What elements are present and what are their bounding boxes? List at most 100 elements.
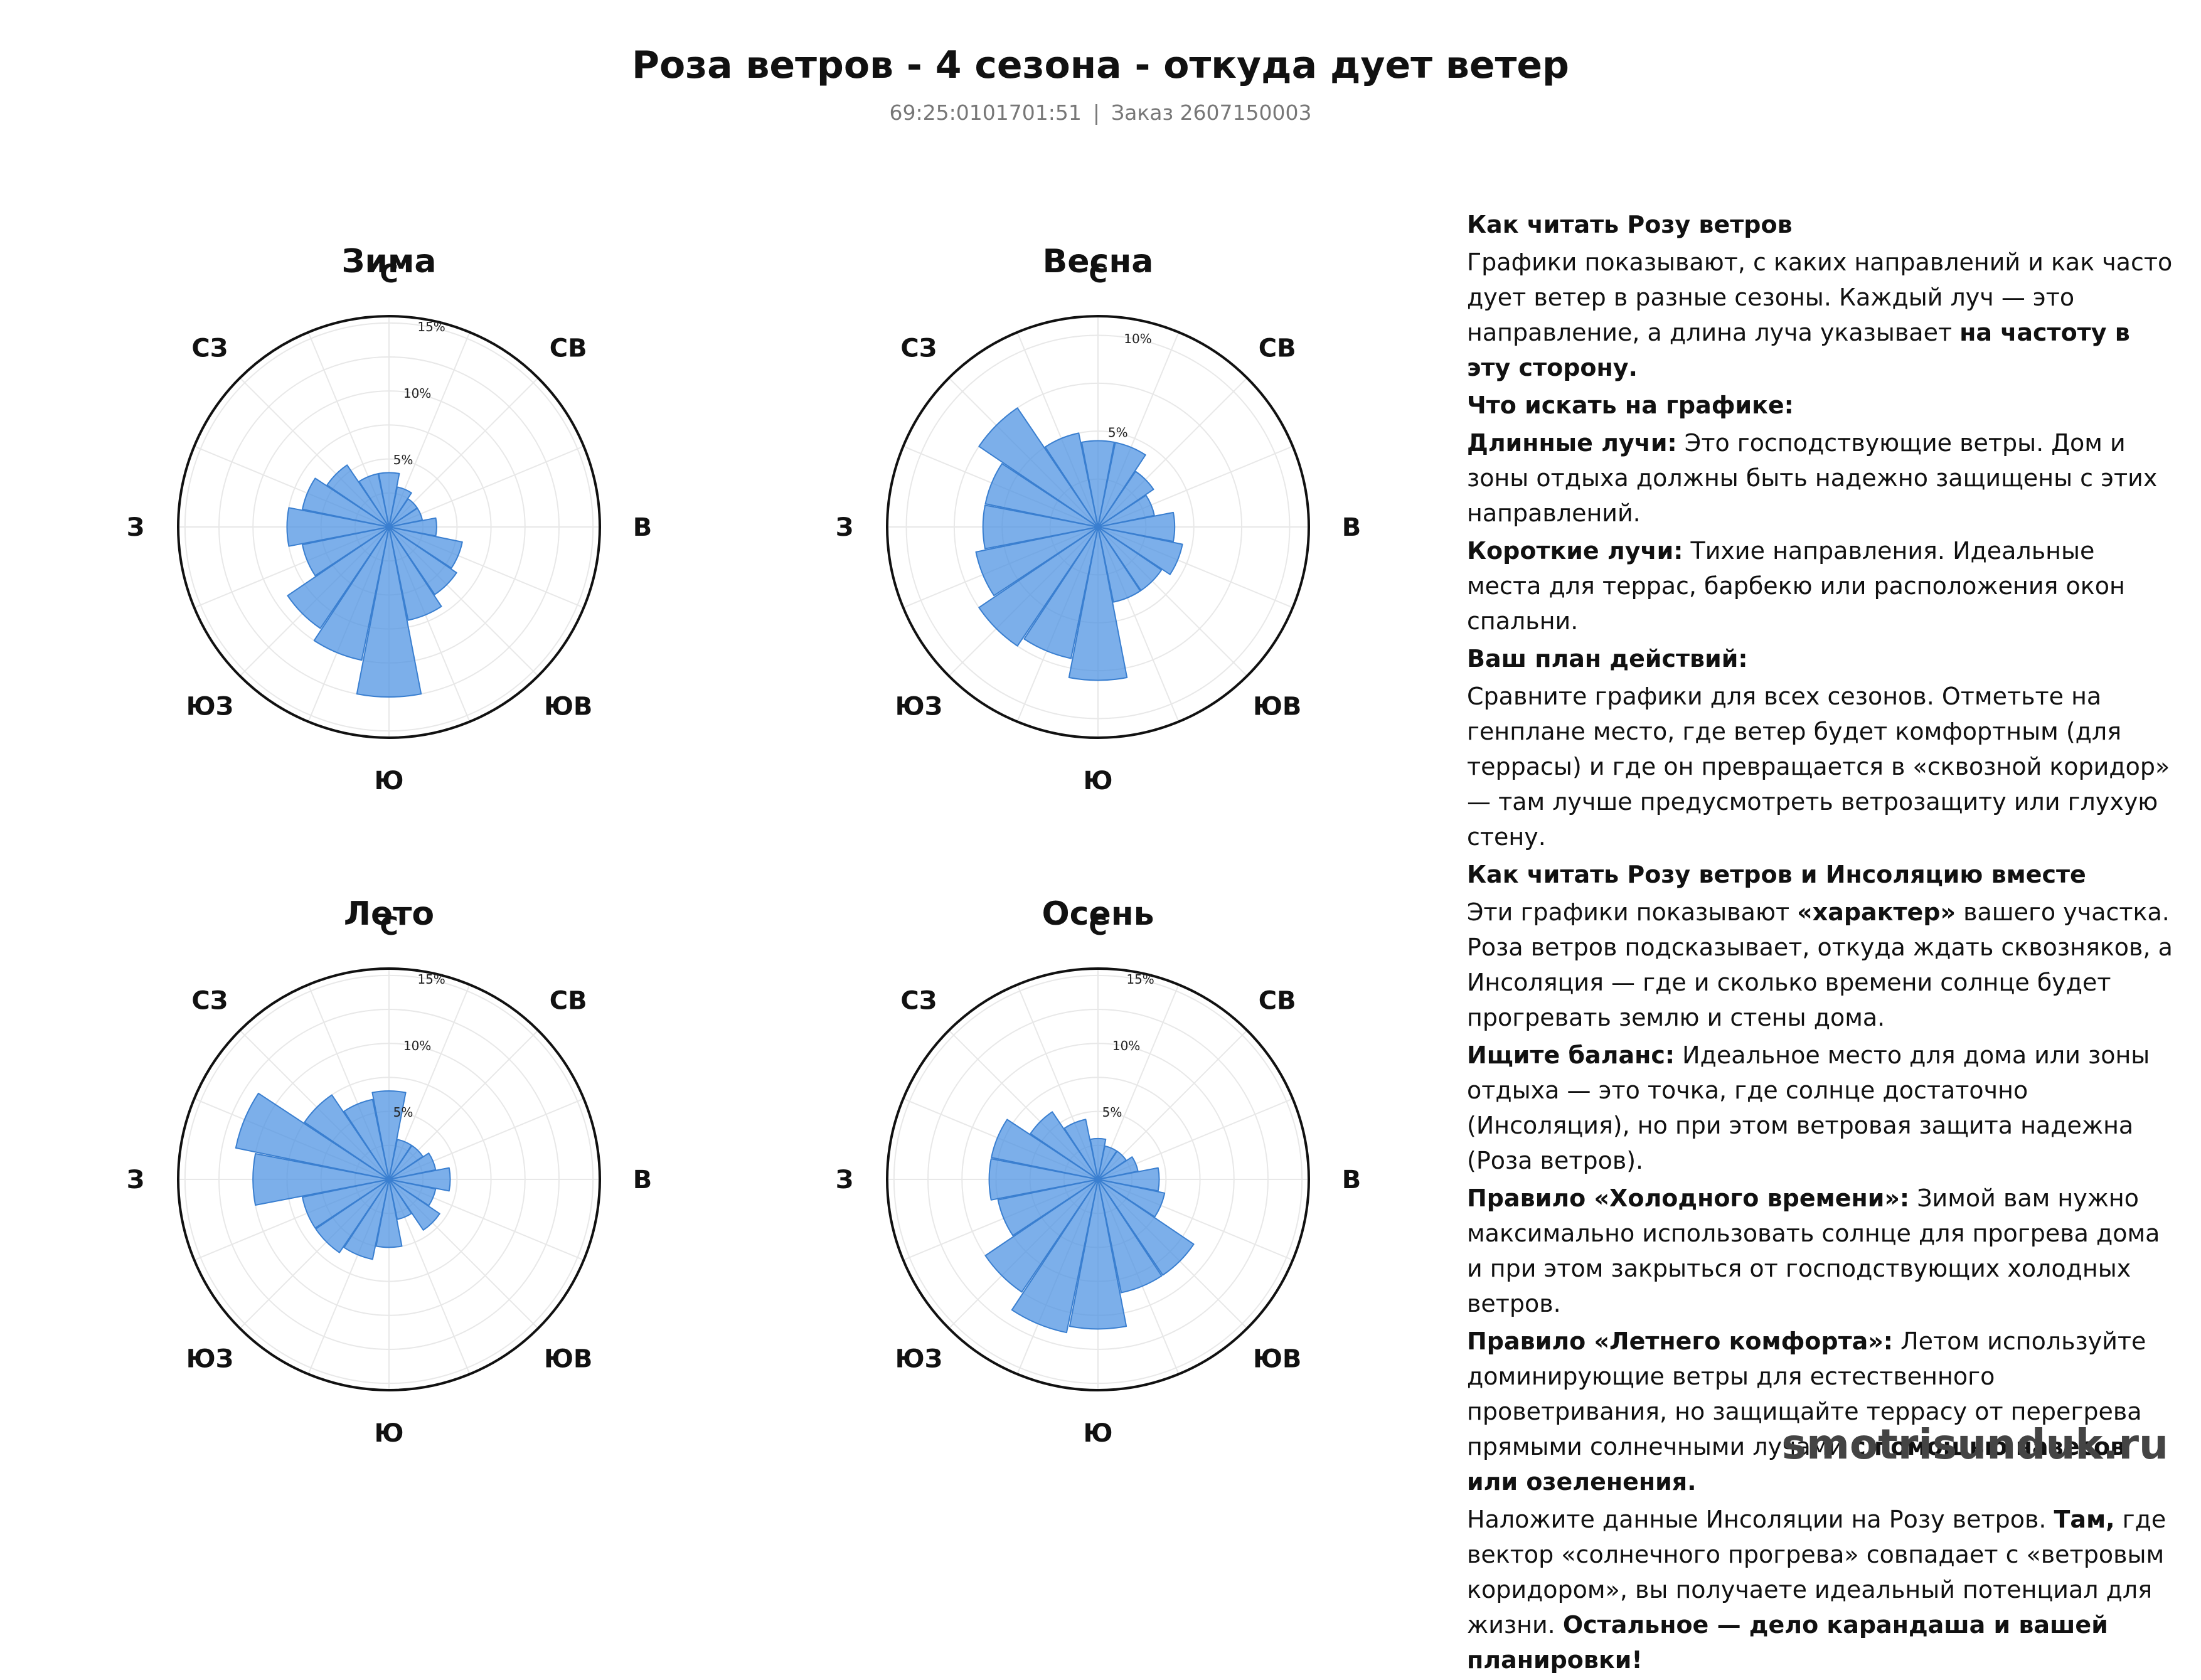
wind-rose-autumn: Осень 5% 10% 15% С СВ В ЮВ Ю ЮЗ З СЗ	[836, 895, 1361, 1448]
petal-З	[982, 504, 1099, 550]
direction-label: С	[1089, 912, 1107, 941]
petal-ЮЮВ	[1097, 1179, 1163, 1294]
petal-Ю	[1069, 1179, 1127, 1330]
legend-paragraph-compare: Сравните графики для всех сезонов. Отмет…	[1467, 683, 2170, 851]
petal-ЮЮВ	[1097, 526, 1141, 603]
petal-ЮВ	[388, 1179, 440, 1231]
legend-bold-text: Короткие лучи:	[1467, 537, 1683, 565]
petal-СЗ	[1030, 1111, 1099, 1180]
legend-text: Летом используйте доминирующие ветры для…	[1467, 1327, 2146, 1460]
petal-Ю	[375, 1179, 403, 1248]
direction-label: Ю	[375, 767, 404, 795]
direction-label: ЮЗ	[186, 693, 233, 721]
petal-ЮЗ	[315, 1179, 390, 1253]
radial-tick-label: 15%	[1126, 972, 1154, 987]
petal-В	[1097, 1167, 1160, 1192]
petal-С	[378, 472, 400, 528]
cadastral-number: 69:25:0101701:51	[889, 100, 1082, 125]
direction-label: СВ	[550, 986, 587, 1015]
radial-tick-label: 5%	[1102, 1105, 1122, 1120]
petal-ССЗ	[1044, 432, 1099, 528]
legend-bold-text: Остальное — дело карандаша и вашей плани…	[1467, 1611, 2108, 1674]
radial-tick-label: 5%	[1108, 425, 1128, 440]
legend-text: Зимой вам нужно максимально использовать…	[1467, 1184, 2160, 1317]
wind-roses-panel: Зима5%10%15%ССВВЮВЮЮЗЗСЗВесна5%10%ССВВЮВ…	[127, 243, 1362, 1448]
legend-paragraph-long-rays: Длинные лучи: Это господствующие ветры. …	[1467, 425, 2176, 531]
legend-bold-text: «характер»	[1797, 898, 1956, 926]
direction-label: СВ	[550, 334, 587, 363]
radial-tick-label: 10%	[403, 386, 431, 401]
direction-label: В	[1342, 1166, 1362, 1194]
direction-label: З	[836, 1166, 853, 1194]
page-subtitle: 69:25:0101701:51 | Заказ 2607150003	[0, 99, 2201, 127]
petal-ЮВ	[1097, 1179, 1195, 1276]
legend-bold-text: Длинные лучи:	[1467, 429, 1677, 457]
legend-text: Графики показывают, с каких направлений …	[1467, 248, 2173, 346]
petal-Ю	[356, 526, 422, 698]
legend-text: вашего участка. Роза ветров подсказывает…	[1467, 898, 2173, 1031]
radial-tick-label: 10%	[1124, 331, 1151, 346]
direction-label: С	[380, 912, 398, 941]
petal-ЗСЗ	[302, 477, 390, 528]
petal-ЮЗ	[287, 526, 390, 629]
petal-ЗЮЗ	[975, 526, 1099, 597]
petal-З	[286, 507, 390, 547]
petal-ЮЗ	[984, 1179, 1099, 1293]
petal-ССЗ	[1063, 1119, 1099, 1180]
petal-СВ	[1097, 471, 1154, 528]
grid-spoke	[1097, 1029, 1248, 1180]
petal-З	[252, 1153, 390, 1206]
petal-Ю	[1068, 526, 1128, 681]
legend-bold-text: Ищите баланс:	[1467, 1041, 1675, 1069]
legend-bold-text: с помощью навесов или озеленения.	[1467, 1433, 2126, 1496]
subtitle-separator: |	[1092, 100, 1100, 125]
direction-label: СВ	[1259, 334, 1296, 363]
legend-paragraph-short-rays: Короткие лучи: Тихие направления. Идеаль…	[1467, 533, 2176, 639]
legend-bold-text: Правило «Летнего комфорта»:	[1467, 1327, 1893, 1355]
legend-paragraph-cold-rule: Правило «Холодного времени»: Зимой вам н…	[1467, 1181, 2176, 1321]
wind-rose-summer: Лето 5% 10% 15% С СВ В ЮВ Ю ЮЗ З СЗ	[127, 895, 652, 1448]
direction-label: ЮЗ	[186, 1345, 233, 1374]
direction-label: СЗ	[191, 986, 228, 1015]
order-number: Заказ 2607150003	[1111, 100, 1312, 125]
direction-label: СЗ	[191, 334, 228, 363]
legend-bold-text: Правило «Холодного времени»:	[1467, 1184, 1910, 1212]
petal-ЮЮЗ	[1023, 526, 1099, 659]
petal-ЮЮЗ	[313, 526, 390, 661]
outer-ring	[886, 967, 1310, 1391]
radial-tick-label: 15%	[417, 972, 445, 987]
petal-ЮЗ	[978, 526, 1099, 647]
direction-label: В	[633, 513, 653, 542]
direction-label: Ю	[1084, 767, 1113, 795]
direction-label: В	[1342, 513, 1362, 542]
petal-ССВ	[1097, 442, 1146, 528]
petal-С	[371, 1090, 407, 1180]
direction-label: ЮВ	[1253, 1345, 1301, 1374]
wind-rose-title: Зима	[342, 243, 437, 280]
legend-paragraph-character: Эти графики показывают «характер» вашего…	[1467, 895, 2176, 1035]
legend-heading-wind-and-insolation: Как читать Розу ветров и Инсоляцию вмест…	[1467, 861, 2086, 888]
wind-rose-winter: Зима 5% 10% 15% С СВ В ЮВ Ю ЮЗ З СЗ	[127, 243, 652, 795]
petal-СЗ	[304, 1094, 390, 1180]
legend-heading-what-to-look-for: Что искать на графике:	[1467, 391, 1794, 419]
radial-tick-label: 5%	[393, 1105, 413, 1120]
petal-ССВ	[388, 486, 412, 528]
outer-ring	[886, 315, 1310, 739]
direction-label: З	[127, 513, 144, 542]
petal-ССЗ	[358, 473, 390, 528]
petal-ВЮВ	[388, 526, 463, 569]
petal-ЗСЗ	[991, 1119, 1099, 1180]
petal-ЗЮЗ	[997, 1179, 1099, 1236]
direction-label: Ю	[375, 1419, 404, 1448]
direction-label: ЮВ	[1253, 693, 1301, 721]
petal-С	[1081, 440, 1115, 528]
legend-bold-text: на частоту в эту сторону.	[1467, 319, 2130, 381]
legend-text: Эти графики показывают	[1467, 898, 1798, 926]
petal-ЮВ	[388, 526, 457, 595]
legend-heading-how-to-read: Как читать Розу ветров	[1467, 211, 1793, 238]
direction-label: С	[1089, 260, 1107, 289]
legend-text: Идеальное место для дома или зоны отдыха…	[1467, 1041, 2150, 1174]
direction-label: ЮВ	[544, 693, 592, 721]
petal-ЮЮВ	[388, 526, 442, 621]
direction-label: ЮЗ	[895, 1345, 942, 1374]
